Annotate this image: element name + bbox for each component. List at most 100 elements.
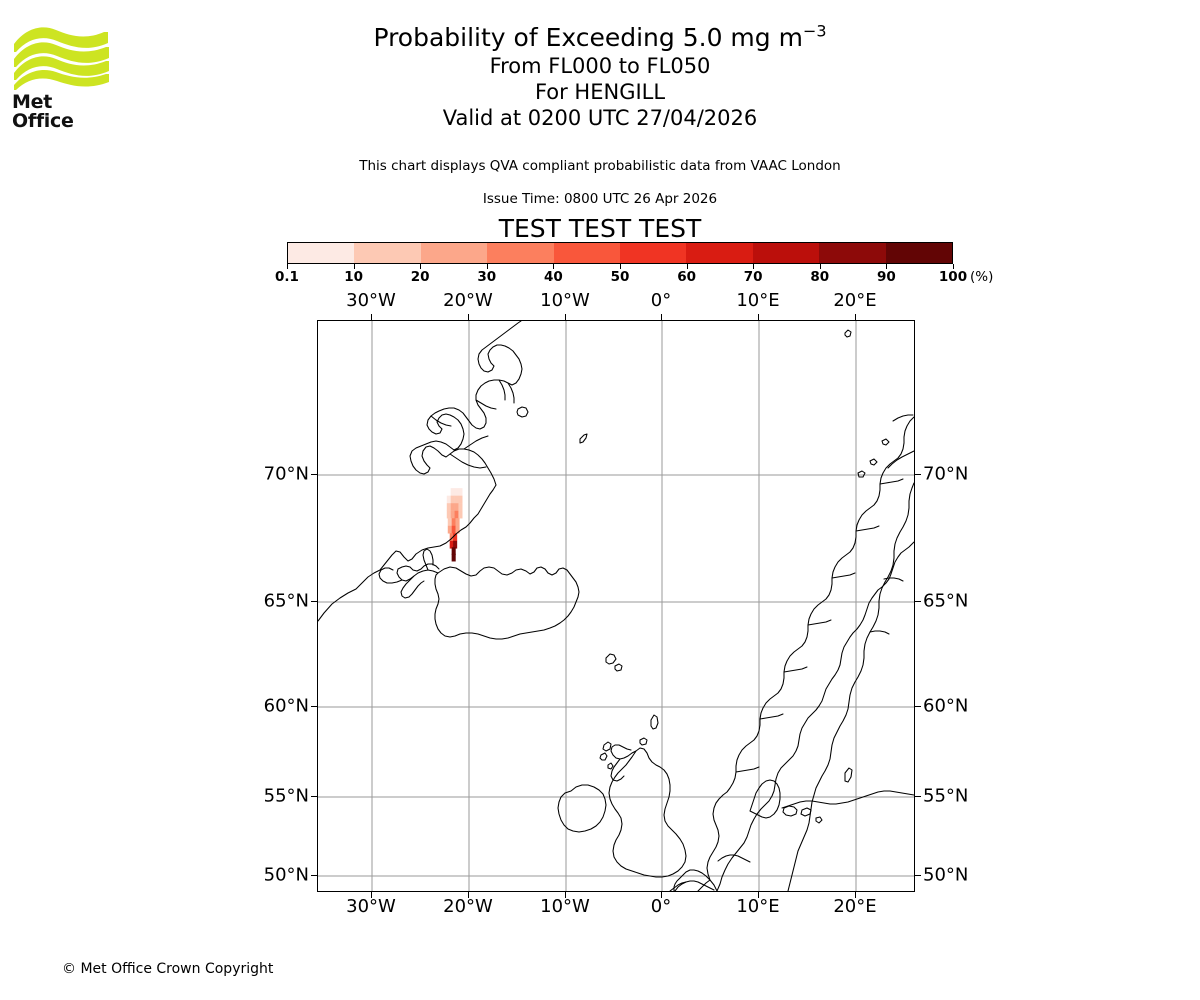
ash-cell xyxy=(447,525,452,534)
ash-cell xyxy=(455,525,460,534)
ash-cell xyxy=(450,488,455,496)
map-panel[interactable] xyxy=(317,320,915,892)
colorbar-tick-label-70: 70 xyxy=(743,269,763,285)
lon-tick-top-30°W xyxy=(371,314,372,320)
colorbar-band-0 xyxy=(288,243,355,263)
test-banner: TEST TEST TEST xyxy=(498,214,702,243)
valid-time: Valid at 0200 UTC 27/04/2026 xyxy=(442,106,758,130)
colorbar-tick-label-40: 40 xyxy=(543,269,563,285)
colorbar-band-8 xyxy=(819,243,886,263)
lon-tick-top-10°W xyxy=(565,314,566,320)
page-title-exponent: −3 xyxy=(802,21,827,41)
lat-tick-left-50°N xyxy=(311,875,317,876)
colorbar-band-4 xyxy=(553,243,621,263)
lat-tick-left-60°N xyxy=(311,706,317,707)
qva-disclaimer: This chart displays QVA compliant probab… xyxy=(359,158,841,174)
lon-tick-bottom-20°W xyxy=(468,892,469,898)
ash-cell xyxy=(451,525,456,534)
lat-label-left-65°N: 65°N xyxy=(263,590,309,612)
colorbar-tick-0.1 xyxy=(287,264,288,269)
lon-label-bottom-10°W: 10°W xyxy=(540,896,590,917)
colorbar-band-1 xyxy=(354,243,421,263)
page-title-text: Probability of Exceeding 5.0 mg m xyxy=(373,23,803,52)
lon-label-bottom-20°W: 20°W xyxy=(443,896,493,917)
colorbar-bands xyxy=(287,242,953,264)
ash-cell xyxy=(446,503,451,511)
lon-tick-top-10°E xyxy=(758,314,759,320)
lon-label-top-10°W: 10°W xyxy=(540,290,590,311)
ash-cell xyxy=(446,510,451,519)
lat-label-left-60°N: 60°N xyxy=(263,695,309,717)
met-office-wordmark: Met Office xyxy=(12,91,74,132)
lon-tick-bottom-20°E xyxy=(855,892,856,898)
lat-label-left-55°N: 55°N xyxy=(263,785,309,807)
ash-cell xyxy=(454,510,459,519)
chart-title-block: Probability of Exceeding 5.0 mg m−3 From… xyxy=(0,22,1200,131)
lon-label-top-10°E: 10°E xyxy=(736,290,780,311)
colorbar-unit-label: (%) xyxy=(970,269,994,285)
ash-probability-field xyxy=(446,488,463,562)
colorbar-band-3 xyxy=(487,243,554,263)
lat-tick-right-70°N xyxy=(915,474,921,475)
lon-tick-top-20°E xyxy=(855,314,856,320)
ash-cell xyxy=(450,495,455,504)
colorbar-tick-40 xyxy=(553,264,555,269)
colorbar-band-9 xyxy=(885,243,953,263)
lon-tick-top-20°W xyxy=(468,314,469,320)
lon-label-top-20°E: 20°E xyxy=(833,290,877,311)
ash-cell xyxy=(454,503,459,511)
lon-label-top-20°W: 20°W xyxy=(443,290,493,311)
colorbar-tick-30 xyxy=(486,264,488,269)
lon-tick-bottom-10°W xyxy=(565,892,566,898)
probability-colorbar xyxy=(287,242,953,264)
lon-label-top-0°: 0° xyxy=(650,290,672,311)
lon-tick-bottom-30°W xyxy=(371,892,372,898)
map-canvas xyxy=(318,321,914,891)
colorbar-tick-label-30: 30 xyxy=(477,269,497,285)
colorbar-band-6 xyxy=(686,243,753,263)
colorbar-tick-100 xyxy=(953,264,954,269)
met-office-logo-waves xyxy=(14,27,109,90)
colorbar-band-7 xyxy=(752,243,820,263)
colorbar-tick-20 xyxy=(420,264,422,269)
lat-label-right-55°N: 55°N xyxy=(923,785,969,807)
ash-cell xyxy=(455,518,460,526)
issue-time: Issue Time: 0800 UTC 26 Apr 2026 xyxy=(482,191,718,207)
ash-cell xyxy=(454,488,459,496)
lon-tick-top-0° xyxy=(661,314,662,320)
colorbar-tick-90 xyxy=(886,264,888,269)
met-office-logo: Met Office xyxy=(12,22,112,131)
ash-cell xyxy=(451,547,456,556)
colorbar-tick-70 xyxy=(753,264,755,269)
colorbar-tick-50 xyxy=(620,264,621,269)
coastlines xyxy=(318,321,914,891)
page-title: Probability of Exceeding 5.0 mg m−3 xyxy=(0,22,1200,53)
ash-cell xyxy=(453,533,458,542)
ash-cell xyxy=(450,503,455,511)
lat-tick-left-65°N xyxy=(311,601,317,602)
lat-label-right-50°N: 50°N xyxy=(923,864,969,886)
colorbar-tick-label-60: 60 xyxy=(677,269,696,285)
lat-tick-right-65°N xyxy=(915,601,921,602)
ash-cell xyxy=(447,518,452,526)
colorbar-tick-label-10: 10 xyxy=(344,269,363,285)
lat-label-left-70°N: 70°N xyxy=(263,463,309,485)
colorbar-tick-60 xyxy=(686,264,688,269)
ash-cell xyxy=(449,540,454,549)
copyright-footer: © Met Office Crown Copyright xyxy=(62,961,274,977)
lon-label-bottom-10°E: 10°E xyxy=(736,896,780,917)
colorbar-tick-label-90: 90 xyxy=(876,269,896,285)
lat-label-left-50°N: 50°N xyxy=(263,864,309,886)
colorbar-tick-label-20: 20 xyxy=(410,269,430,285)
lon-label-bottom-0°: 0° xyxy=(650,896,672,917)
ash-cell xyxy=(451,518,456,526)
lon-tick-bottom-0° xyxy=(661,892,662,898)
ash-cell xyxy=(453,540,458,549)
ash-cell xyxy=(458,503,463,511)
lat-label-right-70°N: 70°N xyxy=(923,463,969,485)
ash-cell xyxy=(446,495,451,504)
colorbar-tick-label-80: 80 xyxy=(810,269,830,285)
lon-label-bottom-30°W: 30°W xyxy=(346,896,396,917)
lat-tick-right-55°N xyxy=(915,796,921,797)
lon-label-bottom-20°E: 20°E xyxy=(833,896,877,917)
